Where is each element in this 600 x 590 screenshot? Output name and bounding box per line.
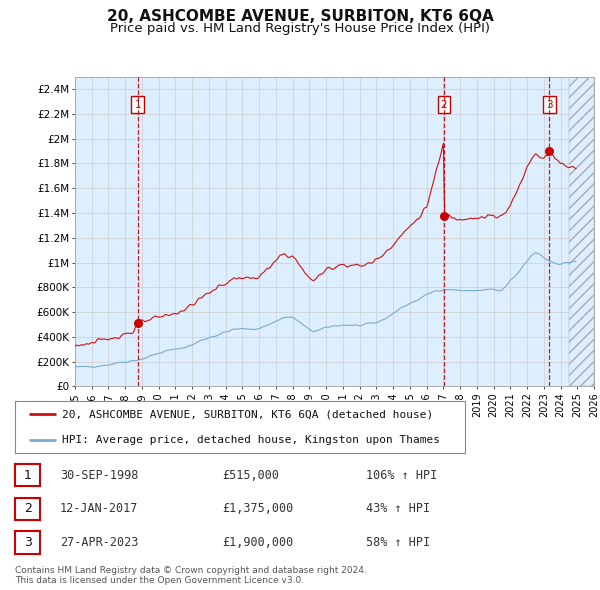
Bar <box>569 77 594 386</box>
Text: 27-APR-2023: 27-APR-2023 <box>60 536 139 549</box>
Text: 3: 3 <box>546 100 553 110</box>
Text: 20, ASHCOMBE AVENUE, SURBITON, KT6 6QA (detached house): 20, ASHCOMBE AVENUE, SURBITON, KT6 6QA (… <box>62 409 433 419</box>
Text: 58% ↑ HPI: 58% ↑ HPI <box>366 536 430 549</box>
Text: £515,000: £515,000 <box>222 468 279 482</box>
Text: 2: 2 <box>440 100 448 110</box>
Text: 43% ↑ HPI: 43% ↑ HPI <box>366 502 430 516</box>
Text: 2: 2 <box>23 502 32 516</box>
Text: 1: 1 <box>23 468 32 482</box>
Text: £1,375,000: £1,375,000 <box>222 502 293 516</box>
Text: 20, ASHCOMBE AVENUE, SURBITON, KT6 6QA: 20, ASHCOMBE AVENUE, SURBITON, KT6 6QA <box>107 9 493 24</box>
Text: 3: 3 <box>23 536 32 549</box>
Text: 1: 1 <box>134 100 141 110</box>
Text: HPI: Average price, detached house, Kingston upon Thames: HPI: Average price, detached house, King… <box>62 435 440 445</box>
Text: 106% ↑ HPI: 106% ↑ HPI <box>366 468 437 482</box>
Text: 30-SEP-1998: 30-SEP-1998 <box>60 468 139 482</box>
Text: 12-JAN-2017: 12-JAN-2017 <box>60 502 139 516</box>
Bar <box>569 77 594 386</box>
Text: Price paid vs. HM Land Registry's House Price Index (HPI): Price paid vs. HM Land Registry's House … <box>110 22 490 35</box>
Text: £1,900,000: £1,900,000 <box>222 536 293 549</box>
Text: Contains HM Land Registry data © Crown copyright and database right 2024.
This d: Contains HM Land Registry data © Crown c… <box>15 566 367 585</box>
